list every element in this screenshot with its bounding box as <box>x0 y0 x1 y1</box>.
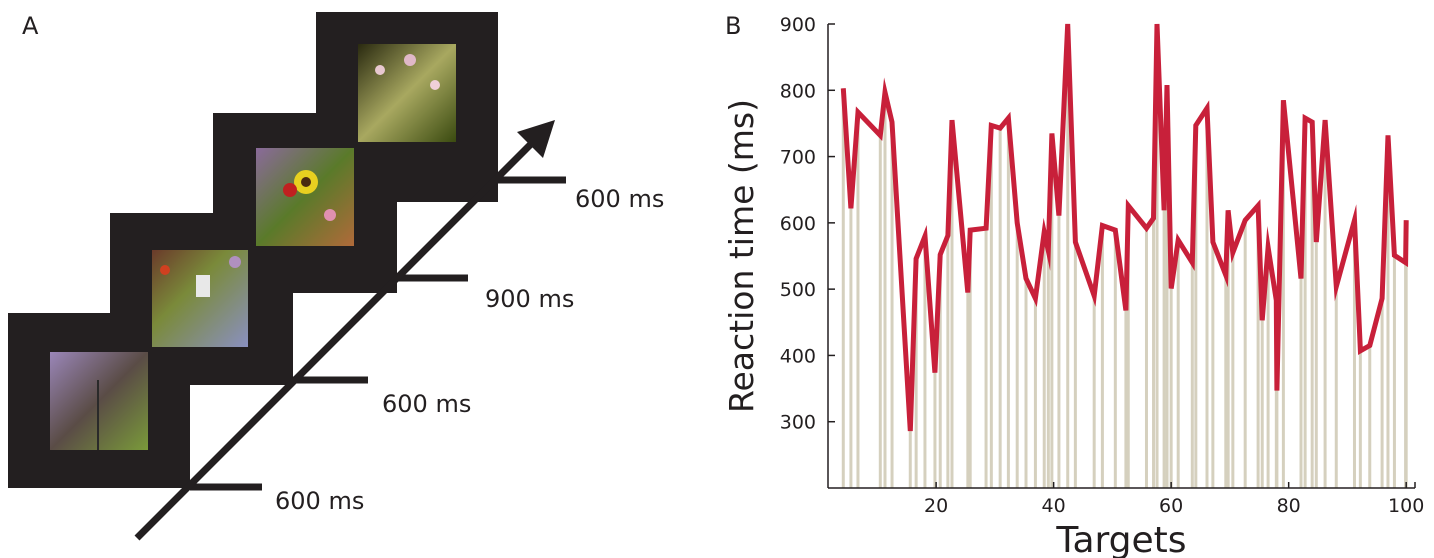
y-tick-label: 600 <box>780 213 816 235</box>
rt-line <box>840 23 1409 432</box>
x-tick-label: 40 <box>1042 495 1066 517</box>
time-arrow <box>134 132 543 541</box>
image <box>256 148 354 246</box>
x-tick-label: 20 <box>924 495 948 517</box>
y-tick-label: 900 <box>780 14 816 36</box>
y-tick-label: 800 <box>780 80 816 102</box>
y-tick-label: 500 <box>780 279 816 301</box>
duration-label: 600 ms <box>275 487 364 515</box>
y-tick-label: 400 <box>780 345 816 367</box>
stimulus-sequence: A 600 ms 600 ms 900 ms 600 ms <box>8 12 664 541</box>
duration-label: 600 ms <box>382 390 471 418</box>
arrow-head <box>517 120 555 158</box>
x-axis-label: Targets <box>1055 520 1186 558</box>
panel-label: B <box>725 12 741 40</box>
y-tick-label: 300 <box>780 412 816 434</box>
y-tick-label: 700 <box>780 147 816 169</box>
x-tick-label: 100 <box>1388 495 1424 517</box>
chart: 300 400 500 600 700 800 900 20 40 60 80 100 Targets R… <box>722 14 1424 558</box>
panel-label: A <box>22 12 39 40</box>
x-tick-label: 80 <box>1277 495 1301 517</box>
y-axis-label: Reaction time (ms) <box>722 99 761 413</box>
x-tick-label: 60 <box>1159 495 1183 517</box>
duration-label: 900 ms <box>485 285 574 313</box>
duration-label: 600 ms <box>575 185 664 213</box>
